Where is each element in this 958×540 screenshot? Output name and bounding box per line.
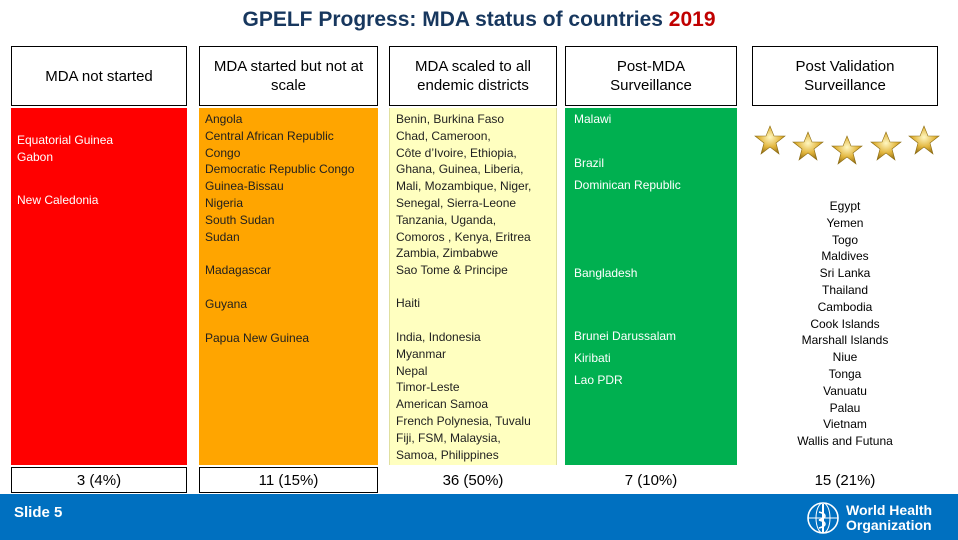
count-post-mda-surveillance: 7 (10%): [565, 467, 737, 493]
country-item: Myanmar: [396, 346, 447, 361]
country-item: Tonga: [828, 366, 862, 381]
country-group: Guyana: [205, 296, 374, 313]
country-item: American Samoa: [396, 397, 489, 412]
title-text: GPELF Progress: MDA status of countries: [242, 8, 663, 31]
country-item: Dominican Republic: [574, 178, 681, 192]
country-group: Malawi: [574, 108, 733, 130]
country-item: Benin, Burkina Faso: [396, 112, 505, 126]
country-item: Malawi: [574, 112, 612, 126]
country-item: Brazil: [574, 156, 605, 170]
country-item: Marshall Islands: [801, 333, 889, 348]
header-mda-scaled: MDA scaled to all endemic districts: [389, 46, 557, 106]
column-post-mda-surveillance: Malawi Brazil Dominican Republic Banglad…: [565, 108, 737, 465]
country-item: Madagascar: [205, 263, 272, 277]
country-group: Papua New Guinea: [205, 330, 374, 347]
org-name-line1: World Health: [846, 502, 933, 518]
count-post-validation-surveillance: 15 (21%): [752, 467, 938, 493]
country-group: Bangladesh: [574, 262, 733, 284]
country-item: Guinea-Bissau: [205, 179, 284, 194]
country-item: Samoa, Philippines: [396, 447, 499, 462]
slide-number: Slide 5: [14, 504, 63, 521]
header-post-validation-surveillance: Post Validation Surveillance: [752, 46, 938, 106]
country-item: Nigeria: [205, 195, 244, 210]
country-group: Brazil Dominican Republic: [574, 152, 733, 196]
count-mda-started-not-scale: 11 (15%): [199, 467, 378, 493]
country-item: Ghana, Guinea, Liberia,: [396, 162, 524, 177]
column-mda-started-not-scale: Angola Central African Republic Congo De…: [199, 108, 378, 465]
country-item: Maldives: [821, 249, 869, 264]
country-item: Angola: [205, 112, 243, 126]
country-item: Sudan: [205, 229, 240, 244]
country-item: Mali, Mozambique, Niger,: [396, 179, 532, 194]
column-mda-scaled: Benin, Burkina Faso Chad, Cameroon, Côte…: [389, 108, 557, 465]
country-group: Haiti: [396, 295, 552, 312]
country-item: Nepal: [396, 363, 428, 378]
country-item: Tanzania, Uganda,: [396, 212, 497, 227]
country-item: Sri Lanka: [819, 266, 871, 281]
country-item: Timor-Leste: [396, 380, 460, 395]
country-item: Comoros , Kenya, Eritrea: [396, 229, 531, 244]
country-item: Fiji, FSM, Malaysia,: [396, 430, 501, 445]
country-group: New Caledonia: [17, 192, 183, 209]
post-validation-country-list: Egypt Yemen Togo Maldives Sri Lanka Thai…: [752, 198, 938, 450]
country-item: Equatorial Guinea: [17, 133, 114, 147]
who-logo: World Health Organization: [805, 500, 932, 536]
country-item: Cambodia: [817, 299, 873, 314]
country-item: New Caledonia: [17, 193, 99, 207]
header-mda-started-not-scale: MDA started but not at scale: [199, 46, 378, 106]
country-item: Senegal, Sierra-Leone: [396, 195, 517, 210]
header-mda-not-started: MDA not started: [11, 46, 187, 106]
country-item: Chad, Cameroon,: [396, 128, 491, 143]
country-item: Côte d’Ivoire, Ethiopia,: [396, 145, 517, 160]
org-name-line2: Organization: [846, 517, 932, 533]
country-item: Bangladesh: [574, 266, 638, 280]
header-post-mda-surveillance: Post-MDA Surveillance: [565, 46, 737, 106]
footer-bar: Slide 5: [0, 494, 958, 540]
who-emblem-icon: [807, 502, 839, 534]
country-item: Sao Tome & Principe: [396, 263, 508, 278]
count-mda-not-started: 3 (4%): [11, 467, 187, 493]
country-item: Congo: [205, 145, 241, 160]
country-group: India, Indonesia Myanmar Nepal Timor-Les…: [396, 329, 552, 463]
country-item: Niue: [832, 350, 858, 365]
country-group: Equatorial Guinea Gabon: [17, 132, 183, 166]
country-group: Madagascar: [205, 262, 374, 279]
country-item: Papua New Guinea: [205, 331, 310, 345]
country-item: Wallis and Futuna: [797, 434, 893, 449]
country-item: Palau: [829, 400, 861, 415]
country-item: Guyana: [205, 297, 248, 311]
country-item: Zambia, Zimbabwe: [396, 246, 499, 261]
slide-title: GPELF Progress: MDA status of countries …: [0, 8, 958, 32]
country-item: Egypt: [829, 199, 861, 213]
country-item: Cook Islands: [810, 316, 880, 331]
country-group: Brunei Darussalam Kiribati Lao PDR: [574, 325, 733, 391]
country-item: South Sudan: [205, 212, 275, 227]
country-item: Central African Republic: [205, 128, 334, 143]
five-gold-stars-icon: [754, 125, 940, 165]
country-item: Yemen: [826, 215, 864, 230]
country-item: French Polynesia, Tuvalu: [396, 413, 531, 428]
country-group: Angola Central African Republic Congo De…: [205, 111, 374, 245]
country-item: Thailand: [821, 282, 869, 297]
column-mda-not-started: Equatorial Guinea Gabon New Caledonia: [11, 108, 187, 465]
country-item: Brunei Darussalam: [574, 329, 677, 343]
country-item: Gabon: [17, 149, 54, 164]
country-item: Togo: [831, 232, 859, 247]
country-item: Lao PDR: [574, 373, 623, 387]
country-item: Democratic Republic Congo: [205, 162, 355, 177]
country-item: Vanuatu: [823, 383, 867, 398]
country-item: India, Indonesia: [396, 330, 481, 344]
title-year: 2019: [668, 8, 716, 31]
country-item: Vietnam: [823, 417, 867, 432]
count-mda-scaled: 36 (50%): [389, 467, 557, 493]
country-item: Kiribati: [574, 351, 611, 365]
country-item: Haiti: [396, 296, 421, 310]
country-group: Benin, Burkina Faso Chad, Cameroon, Côte…: [396, 111, 552, 279]
